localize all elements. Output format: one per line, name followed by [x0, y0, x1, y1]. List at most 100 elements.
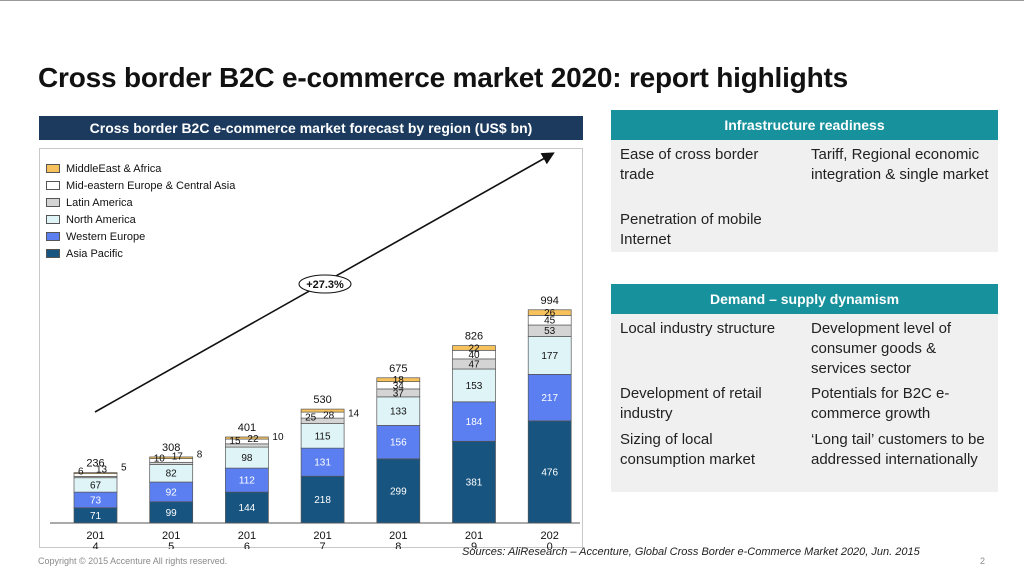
copyright: Copyright © 2015 Accenture All rights re… [38, 556, 228, 566]
bar-segment-middleeast-africa [225, 436, 269, 440]
data-label: 115 [315, 431, 331, 442]
data-label: 5 [121, 463, 127, 474]
legend-swatch [46, 164, 60, 173]
category-label: 201 [389, 530, 407, 542]
legend-label: MiddleEast & Africa [66, 162, 162, 175]
data-label: 381 [466, 478, 483, 489]
bar-segment-middleeast-africa [149, 456, 194, 459]
chart-frame: 71 73 67 6 13 5 236 201 4 99 92 82 10 17 8 308 201 5 144 11… [39, 148, 583, 549]
legend-swatch [46, 198, 60, 207]
total-label: 675 [389, 363, 407, 375]
page-title: Cross border B2C e-commerce market 2020:… [38, 62, 848, 93]
category-label: 201 [162, 530, 180, 542]
bar-segment-western-europe [300, 447, 345, 477]
category-label: 201 [86, 530, 104, 542]
data-label: 26 [544, 308, 556, 319]
bar-segment-western-europe [376, 425, 421, 460]
category-label: 5 [168, 541, 174, 549]
data-label: 144 [239, 503, 256, 514]
data-label: 14 [348, 408, 360, 419]
data-label: 8 [197, 449, 203, 460]
bar-segment-asia-pacific [452, 440, 496, 524]
data-label: 6 [78, 467, 84, 478]
category-label: 6 [244, 541, 250, 549]
page-number: 2 [980, 556, 986, 566]
legend-swatch [46, 232, 60, 241]
legend-item-middleeast-africa: MiddleEast & Africa [46, 160, 235, 177]
chart-legend: MiddleEast & Africa Mid-eastern Europe & … [46, 160, 235, 262]
legend-label: North America [66, 213, 136, 226]
data-label: 13 [96, 465, 108, 476]
legend-label: Mid-eastern Europe & Central Asia [66, 179, 236, 192]
data-label: 15 [229, 436, 241, 447]
data-label: 131 [314, 458, 331, 469]
bar-segment-western-europe [452, 401, 496, 442]
legend-item-north-america: North America [46, 211, 235, 228]
data-label: 73 [90, 495, 102, 506]
infrastructure-header: Infrastructure readiness [611, 110, 998, 140]
data-label: 28 [323, 410, 335, 421]
data-label: 10 [154, 453, 166, 464]
legend-swatch [46, 181, 60, 190]
data-label: 156 [390, 438, 407, 449]
infrastructure-item: Ease of cross border trade [620, 146, 759, 183]
category-label: 8 [395, 541, 401, 549]
demand-item: Potentials for B2C e-commerce growth [811, 385, 950, 422]
data-label: 47 [468, 359, 480, 370]
chart-title: Cross border B2C e-commerce market forec… [39, 116, 583, 140]
demand-item: Development of retail industry [620, 385, 762, 422]
data-label: 112 [239, 476, 255, 487]
category-label: 202 [541, 530, 559, 542]
data-label: 133 [390, 407, 407, 418]
data-label: 34 [393, 381, 405, 392]
data-label: 45 [544, 316, 556, 327]
data-label: 37 [393, 388, 405, 399]
infrastructure-panel: Ease of cross border trade Tariff, Regio… [611, 140, 998, 252]
bar-segment-middleeast-africa [376, 377, 421, 382]
data-label: 177 [541, 351, 558, 362]
demand-item: Sizing of local consumption market [620, 431, 756, 468]
category-label: 201 [238, 530, 256, 542]
bar-segment-middleeast-africa [73, 472, 118, 475]
legend-item-asia-pacific: Asia Pacific [46, 245, 235, 262]
data-label: 71 [90, 511, 102, 522]
data-label: 17 [172, 451, 184, 462]
data-label: 40 [468, 350, 480, 361]
category-label: 201 [465, 530, 483, 542]
data-label: 92 [166, 487, 178, 498]
total-label: 236 [86, 458, 104, 470]
demand-item: Development level of consumer goods & se… [811, 320, 952, 377]
data-label: 184 [466, 417, 483, 428]
data-label: 18 [393, 375, 405, 386]
demand-panel: Local industry structure Development lev… [611, 314, 998, 492]
sources-note: Sources: AliResearch – Accenture, Global… [462, 546, 920, 558]
legend-item-latin-america: Latin America [46, 194, 235, 211]
demand-item: Local industry structure [620, 320, 776, 337]
data-label: 299 [390, 486, 407, 497]
legend-swatch [46, 215, 60, 224]
infrastructure-item: Tariff, Regional economic integration & … [811, 146, 989, 183]
data-label: 53 [544, 326, 556, 337]
data-label: 98 [241, 453, 253, 464]
legend-swatch [46, 249, 60, 258]
growth-annotation: +27.3% [306, 279, 344, 291]
category-label: 201 [313, 530, 331, 542]
legend-item-western-europe: Western Europe [46, 228, 235, 245]
data-label: 218 [314, 495, 331, 506]
category-label: 0 [547, 541, 553, 549]
demand-item: ‘Long tail’ customers to be addressed in… [811, 431, 985, 468]
bar-segment-north-america [376, 396, 421, 426]
legend-label: Asia Pacific [66, 247, 123, 260]
total-label: 530 [313, 394, 331, 406]
data-label: 10 [272, 432, 284, 443]
legend-label: Western Europe [66, 230, 146, 243]
bar-segment-middleeast-africa [527, 309, 572, 316]
legend-label: Latin America [66, 196, 133, 209]
top-rule [0, 0, 1024, 1]
data-label: 22 [247, 434, 259, 445]
data-label: 153 [466, 381, 483, 392]
data-label: 82 [166, 469, 178, 480]
demand-header: Demand – supply dynamism [611, 284, 998, 314]
bar-segment-middleeast-africa [300, 408, 345, 413]
